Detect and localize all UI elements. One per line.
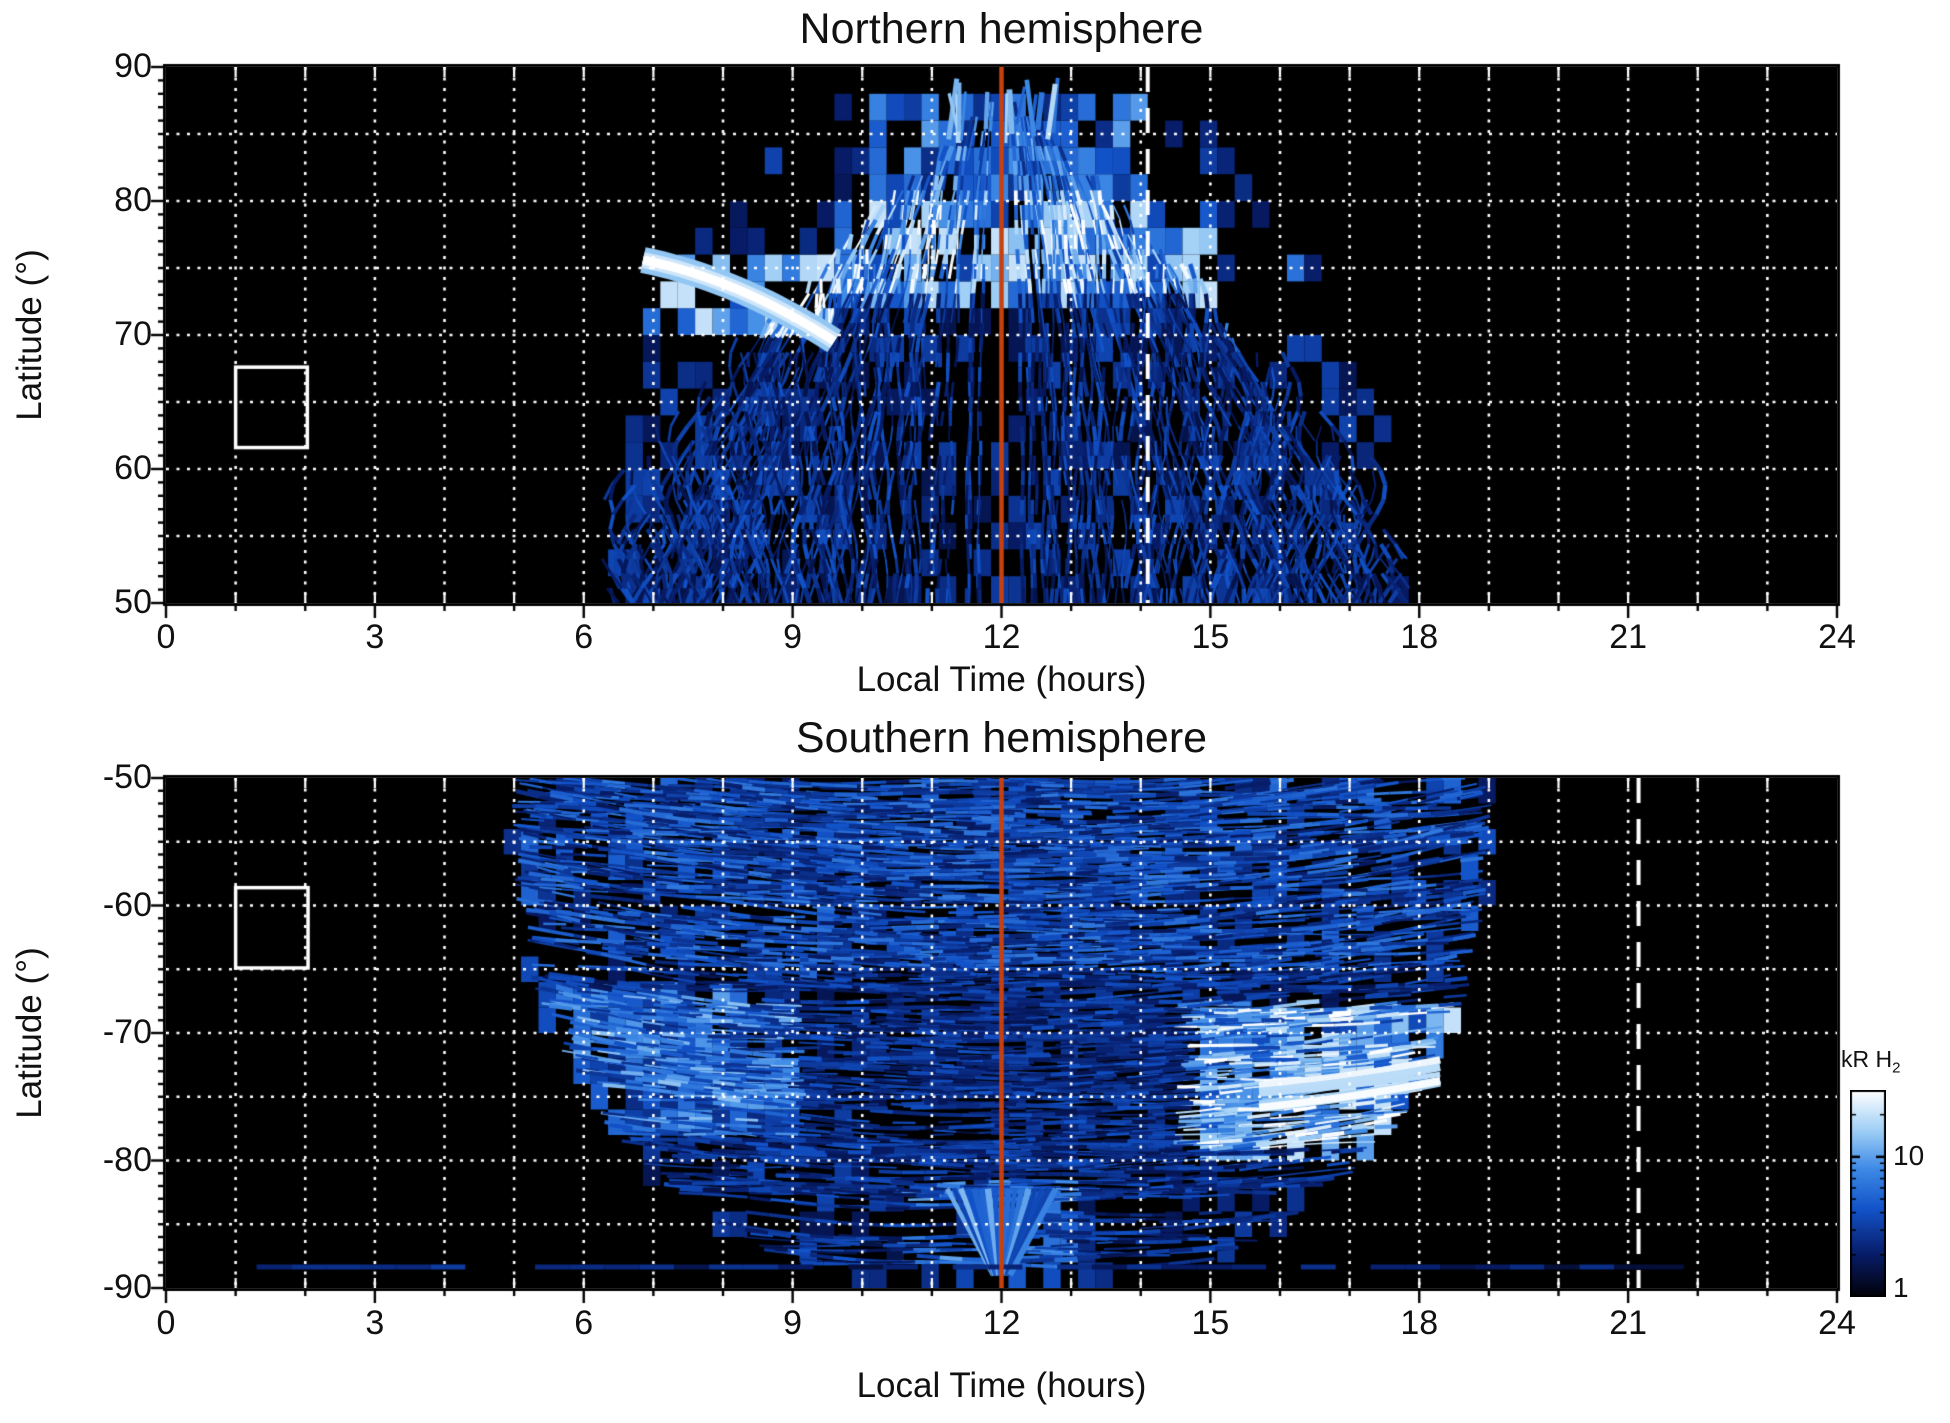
south-x-tick-label: 0	[156, 1304, 176, 1342]
north-x-tick-label: 9	[783, 618, 803, 656]
south-x-tick-label: 24	[1818, 1304, 1856, 1342]
north-x-tick-label: 21	[1609, 618, 1648, 656]
north-panel-title: Northern hemisphere	[799, 5, 1204, 53]
colorbar-title-sub: 2	[1892, 1059, 1901, 1077]
south-y-tick-label: -70	[102, 1013, 152, 1051]
south-x-tick-label: 12	[982, 1304, 1021, 1342]
north-x-tick-label: 12	[982, 618, 1021, 656]
south-x-tick-label: 18	[1400, 1304, 1439, 1342]
south-x-tick-label: 21	[1609, 1304, 1648, 1342]
south-x-tick-label: 9	[783, 1304, 803, 1342]
north-y-tick-label: 90	[114, 47, 152, 85]
colorbar-title-main: kR H	[1841, 1046, 1893, 1072]
colorbar-tick-label: 10	[1893, 1139, 1925, 1171]
colorbar-tick-label: 1	[1893, 1272, 1909, 1303]
north-y-tick-label: 80	[114, 181, 152, 219]
north-x-tick-label: 24	[1818, 618, 1856, 656]
north-x-tick-label: 0	[156, 618, 176, 656]
south-y-tick-label: -90	[102, 1268, 152, 1306]
south-y-tick-label: -50	[102, 758, 152, 796]
north-x-axis-label: Local Time (hours)	[856, 660, 1147, 699]
south-x-tick-label: 15	[1191, 1304, 1230, 1342]
north-x-tick-label: 6	[574, 618, 594, 656]
south-panel-title: Southern hemisphere	[795, 714, 1208, 762]
colorbar-title: kR H2	[1841, 1046, 1900, 1077]
north-y-tick-label: 50	[114, 583, 152, 621]
north-x-tick-label: 18	[1400, 618, 1439, 656]
south-x-tick-label: 3	[365, 1304, 385, 1342]
south-heatmap-canvas	[166, 778, 1837, 1288]
south-x-tick-label: 6	[574, 1304, 594, 1342]
north-y-tick-label: 60	[114, 449, 152, 487]
north-y-tick-label: 70	[114, 315, 152, 353]
south-x-axis-label: Local Time (hours)	[856, 1366, 1147, 1405]
north-x-tick-label: 15	[1191, 618, 1230, 656]
north-heatmap-canvas	[166, 67, 1837, 603]
south-y-tick-label: -80	[102, 1140, 152, 1179]
north-x-tick-label: 3	[365, 618, 385, 656]
south-y-tick-label: -60	[102, 885, 152, 924]
colorbar-canvas	[1850, 1090, 1886, 1297]
